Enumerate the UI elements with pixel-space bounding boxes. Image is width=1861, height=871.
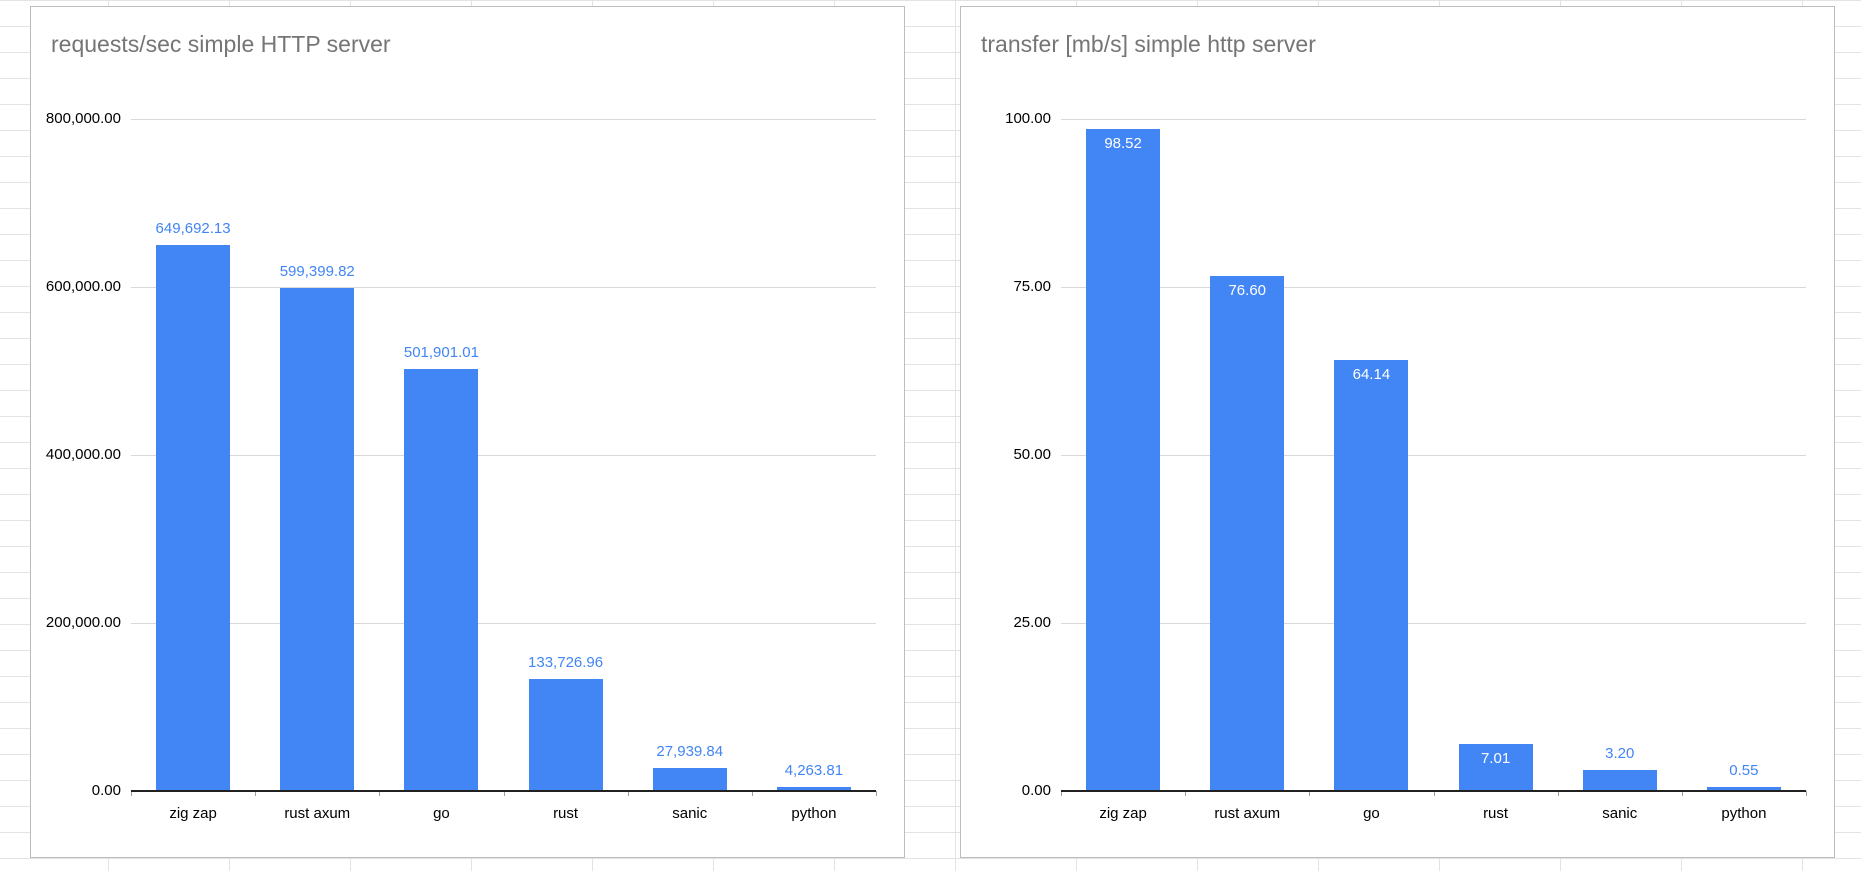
y-tick-label: 25.00 [1013,614,1051,631]
value-label-go: 501,901.01 [403,344,479,362]
x-axis-tick-mark [876,791,877,796]
x-axis: zig zap rust axum go rust sanic python [131,791,877,831]
y-tick-label: 0.00 [91,782,121,799]
x-axis-tick-mark [131,791,132,796]
x-tick-label-python: python [791,805,837,822]
x-axis: zig zap rust axum go rust sanic python [1061,791,1807,831]
bar-sanic [652,767,727,791]
value-label-sanic: 27,939.84 [656,742,724,760]
gridline [1061,455,1806,456]
chart-title: requests/sec simple HTTP server [51,31,391,57]
x-tick-label-python: python [1721,805,1767,822]
chart-requests-per-sec[interactable]: requests/sec simple HTTP server 800,000.… [30,6,905,858]
x-axis-line [1061,790,1806,792]
value-label-go: 64.14 [1352,365,1391,383]
x-tick-label-rust-axum: rust axum [1214,805,1281,822]
y-axis: 100.00 75.00 50.00 25.00 0.00 [961,110,1051,799]
bar-go [404,369,479,791]
y-tick-label: 50.00 [1013,446,1051,463]
y-tick-label: 100.00 [1005,110,1051,127]
x-tick-label-zig-zap: zig zap [1099,805,1147,822]
bar-sanic [1582,769,1657,791]
y-tick-label: 0.00 [1021,782,1051,799]
x-axis-tick-mark [255,791,257,796]
bar-go [1334,359,1409,791]
x-axis-tick-mark [627,791,629,796]
bar-rust [1458,743,1533,791]
value-label-sanic: 3.20 [1605,744,1635,762]
x-axis-tick-mark [379,791,381,796]
bar-zig-zap [1086,128,1161,791]
x-tick-label-go: go [1363,805,1380,822]
value-label-zig-zap: 649,692.13 [155,220,231,238]
x-tick-label-rust: rust [1483,805,1509,822]
gridline [131,119,876,120]
plot-area: 98.52 76.60 64.14 7.01 3.20 0.55 [1061,119,1806,792]
x-axis-tick-mark [1806,791,1807,796]
bar-rust-axum [1210,276,1285,791]
x-axis-tick-mark [1433,791,1435,796]
plot-area: 649,692.13 599,399.82 501,901.01 133,726.96… [131,119,876,792]
y-tick-label: 800,000.00 [45,110,121,127]
value-label-zig-zap: 98.52 [1104,134,1142,152]
gridline [131,623,876,624]
value-label-rust-axum: 599,399.82 [279,262,355,280]
x-tick-label-rust: rust [553,805,579,822]
chart-title: transfer [mb/s] simple http server [981,31,1316,57]
bar-python [776,787,851,791]
x-axis-tick-mark [1557,791,1559,796]
x-axis-line [131,790,876,792]
gridline [131,455,876,456]
bar-rust [528,678,603,791]
y-tick-label: 600,000.00 [45,278,121,295]
gridline [1061,623,1806,624]
value-label-rust-axum: 76.60 [1228,282,1267,300]
x-axis-tick-mark [1185,791,1187,796]
x-tick-label-rust-axum: rust axum [284,805,351,822]
x-tick-label-go: go [433,805,450,822]
x-tick-label-sanic: sanic [672,805,708,822]
value-label-rust: 133,726.96 [528,653,604,671]
x-axis-tick-mark [751,791,753,796]
chart-transfer-mbps[interactable]: transfer [mb/s] simple http server 100.0… [960,6,1835,858]
gridline [131,287,876,288]
value-label-python: 4,263.81 [784,762,844,780]
bar-zig-zap [156,245,231,791]
x-axis-tick-mark [1061,791,1062,796]
x-axis-tick-mark [503,791,505,796]
bar-rust-axum [280,287,355,791]
y-tick-label: 400,000.00 [45,446,121,463]
y-tick-label: 75.00 [1013,278,1051,295]
y-axis: 800,000.00 600,000.00 400,000.00 200,000.00… [31,110,121,799]
x-tick-label-zig-zap: zig zap [169,805,217,822]
gridline [1061,287,1806,288]
y-tick-label: 200,000.00 [45,614,121,631]
value-label-python: 0.55 [1729,762,1759,780]
gridline [1061,119,1806,120]
bar-python [1706,787,1781,791]
x-axis-tick-mark [1309,791,1311,796]
value-label-rust: 7.01 [1480,749,1511,767]
x-tick-label-sanic: sanic [1602,805,1638,822]
x-axis-tick-mark [1681,791,1683,796]
